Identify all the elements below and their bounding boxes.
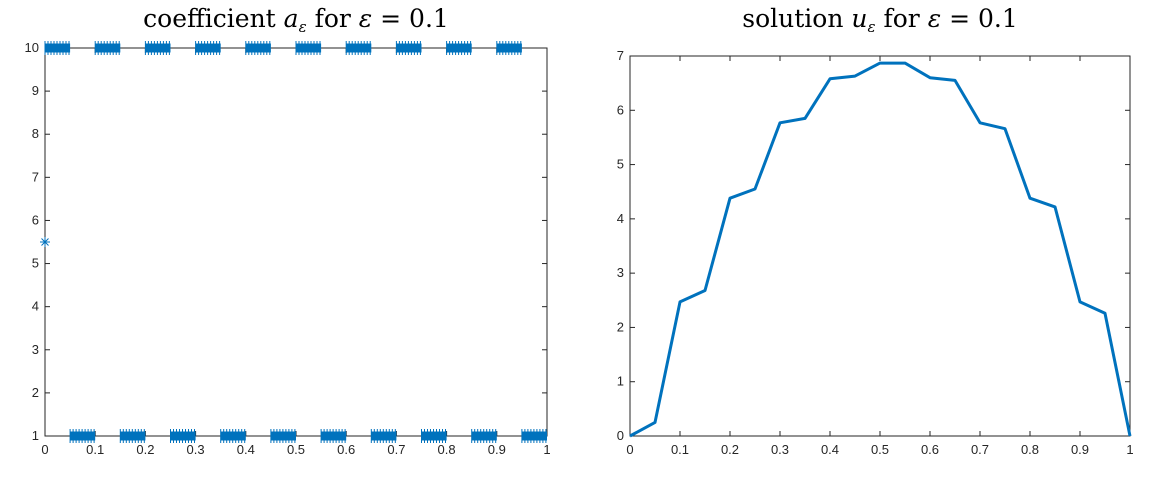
- solution-xtick-label: 0.5: [871, 442, 889, 457]
- coefficient-high-segment: [446, 43, 472, 53]
- coefficient-xtick-label: 0.2: [136, 442, 154, 457]
- coefficient-low-segment: [170, 431, 196, 441]
- coefficient-point: [40, 237, 50, 247]
- coefficient-ytick-label: 3: [32, 342, 39, 357]
- solution-plot-title: solution uε for ε = 0.1: [742, 4, 1017, 36]
- coefficient-ytick-label: 5: [32, 256, 39, 271]
- solution-ytick-label: 3: [617, 265, 624, 280]
- coefficient-low-segment: [471, 431, 497, 441]
- coefficient-high-segment: [145, 43, 171, 53]
- solution-ytick-label: 0: [617, 428, 624, 443]
- coefficient-low-segment: [321, 431, 347, 441]
- solution-plot-marks: [629, 61, 1132, 438]
- coefficient-ytick-label: 4: [32, 299, 39, 314]
- solution-ytick-label: 2: [617, 319, 624, 334]
- solution-plot-axes: [629, 55, 1131, 437]
- coefficient-high-segment: [95, 43, 121, 53]
- coefficient-plot-ticks: 0 0.1 0.2 0.3 0.4 0.5 0.6 0.7 0.8 0.9 1 1 2 3 4 5 6 7 8 9 10: [25, 40, 551, 457]
- coefficient-plot: coefficient aε for ε = 0.1 0 0.1 0.2 0.3 0.4…: [25, 4, 551, 457]
- coefficient-ytick-label: 6: [32, 212, 39, 227]
- coefficient-low-segment: [371, 431, 397, 441]
- solution-xtick-label: 0.4: [821, 442, 839, 457]
- coefficient-low-segment: [270, 431, 296, 441]
- coefficient-xtick-label: 0.3: [187, 442, 205, 457]
- solution-line: [629, 61, 1132, 438]
- solution-ytick-label: 7: [617, 48, 624, 63]
- solution-xtick-label: 0: [626, 442, 633, 457]
- coefficient-xtick-label: 0.4: [237, 442, 255, 457]
- coefficient-xtick-label: 0.8: [438, 442, 456, 457]
- coefficient-ytick-label: 8: [32, 126, 39, 141]
- coefficient-xtick-label: 0.9: [488, 442, 506, 457]
- coefficient-high-segment: [346, 43, 372, 53]
- coefficient-high-segment: [45, 43, 71, 53]
- coefficient-high-segment: [296, 43, 322, 53]
- solution-ytick-label: 1: [617, 374, 624, 389]
- coefficient-xtick-label: 0: [41, 442, 48, 457]
- coefficient-xtick-label: 0.1: [86, 442, 104, 457]
- coefficient-ytick-label: 10: [25, 40, 39, 55]
- solution-xtick-label: 0.7: [971, 442, 989, 457]
- coefficient-low-segment: [421, 431, 447, 441]
- coefficient-plot-title: coefficient aε for ε = 0.1: [143, 4, 449, 36]
- solution-xtick-label: 0.8: [1021, 442, 1039, 457]
- solution-xtick-label: 1: [1126, 442, 1133, 457]
- coefficient-ytick-label: 9: [32, 83, 39, 98]
- solution-xtick-label: 0.2: [721, 442, 739, 457]
- coefficient-xtick-label: 0.7: [387, 442, 405, 457]
- solution-plot: solution uε for ε = 0.1 0 0.1 0.2 0.3 0.4 0.5…: [617, 4, 1134, 457]
- coefficient-ytick-label: 1: [32, 428, 39, 443]
- coefficient-xtick-label: 1: [543, 442, 550, 457]
- coefficient-ytick-label: 7: [32, 169, 39, 184]
- solution-xtick-label: 0.9: [1071, 442, 1089, 457]
- solution-ytick-label: 6: [617, 102, 624, 117]
- coefficient-ytick-label: 2: [32, 385, 39, 400]
- coefficient-low-segment: [70, 431, 96, 441]
- coefficient-plot-marks: [40, 41, 547, 443]
- solution-ytick-label: 5: [617, 157, 624, 172]
- solution-xtick-label: 0.1: [671, 442, 689, 457]
- coefficient-low-segment: [220, 431, 246, 441]
- coefficient-low-segment: [521, 431, 547, 441]
- solution-xtick-label: 0.6: [921, 442, 939, 457]
- coefficient-high-segment: [245, 43, 271, 53]
- coefficient-low-segment: [120, 431, 146, 441]
- coefficient-high-segment: [496, 43, 522, 53]
- coefficient-plot-axes: [44, 47, 548, 437]
- solution-xtick-label: 0.3: [771, 442, 789, 457]
- coefficient-xtick-label: 0.5: [287, 442, 305, 457]
- solution-ytick-label: 4: [617, 211, 624, 226]
- coefficient-high-segment: [195, 43, 221, 53]
- coefficient-high-segment: [396, 43, 422, 53]
- coefficient-xtick-label: 0.6: [337, 442, 355, 457]
